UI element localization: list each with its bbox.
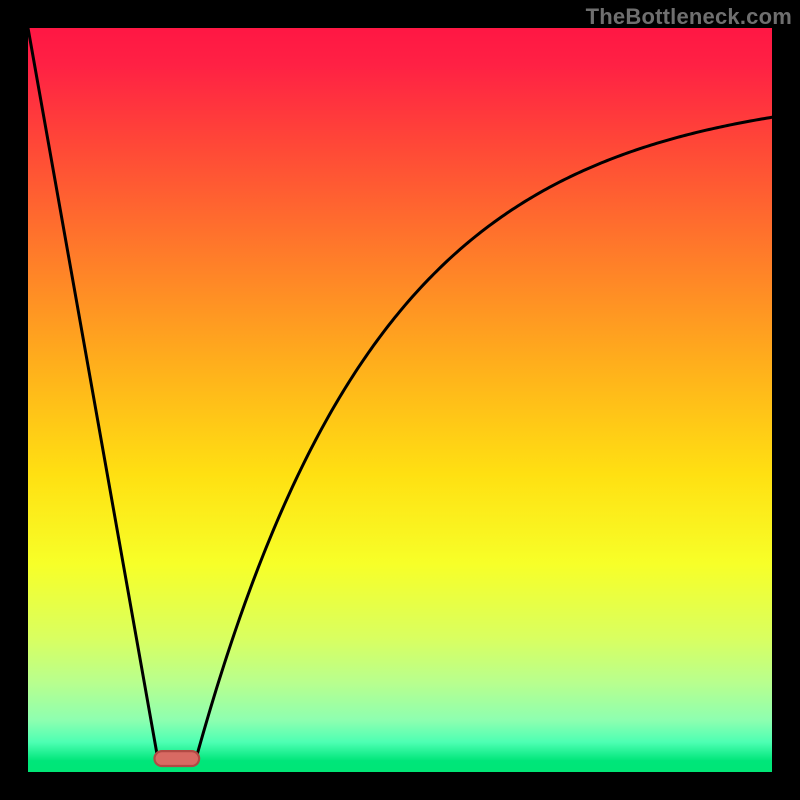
optimal-zone-marker: [154, 751, 199, 766]
bottleneck-chart-container: { "watermark": { "text": "TheBottleneck.…: [0, 0, 800, 800]
bottleneck-curve-chart: [0, 0, 800, 800]
watermark-text: TheBottleneck.com: [586, 4, 792, 30]
